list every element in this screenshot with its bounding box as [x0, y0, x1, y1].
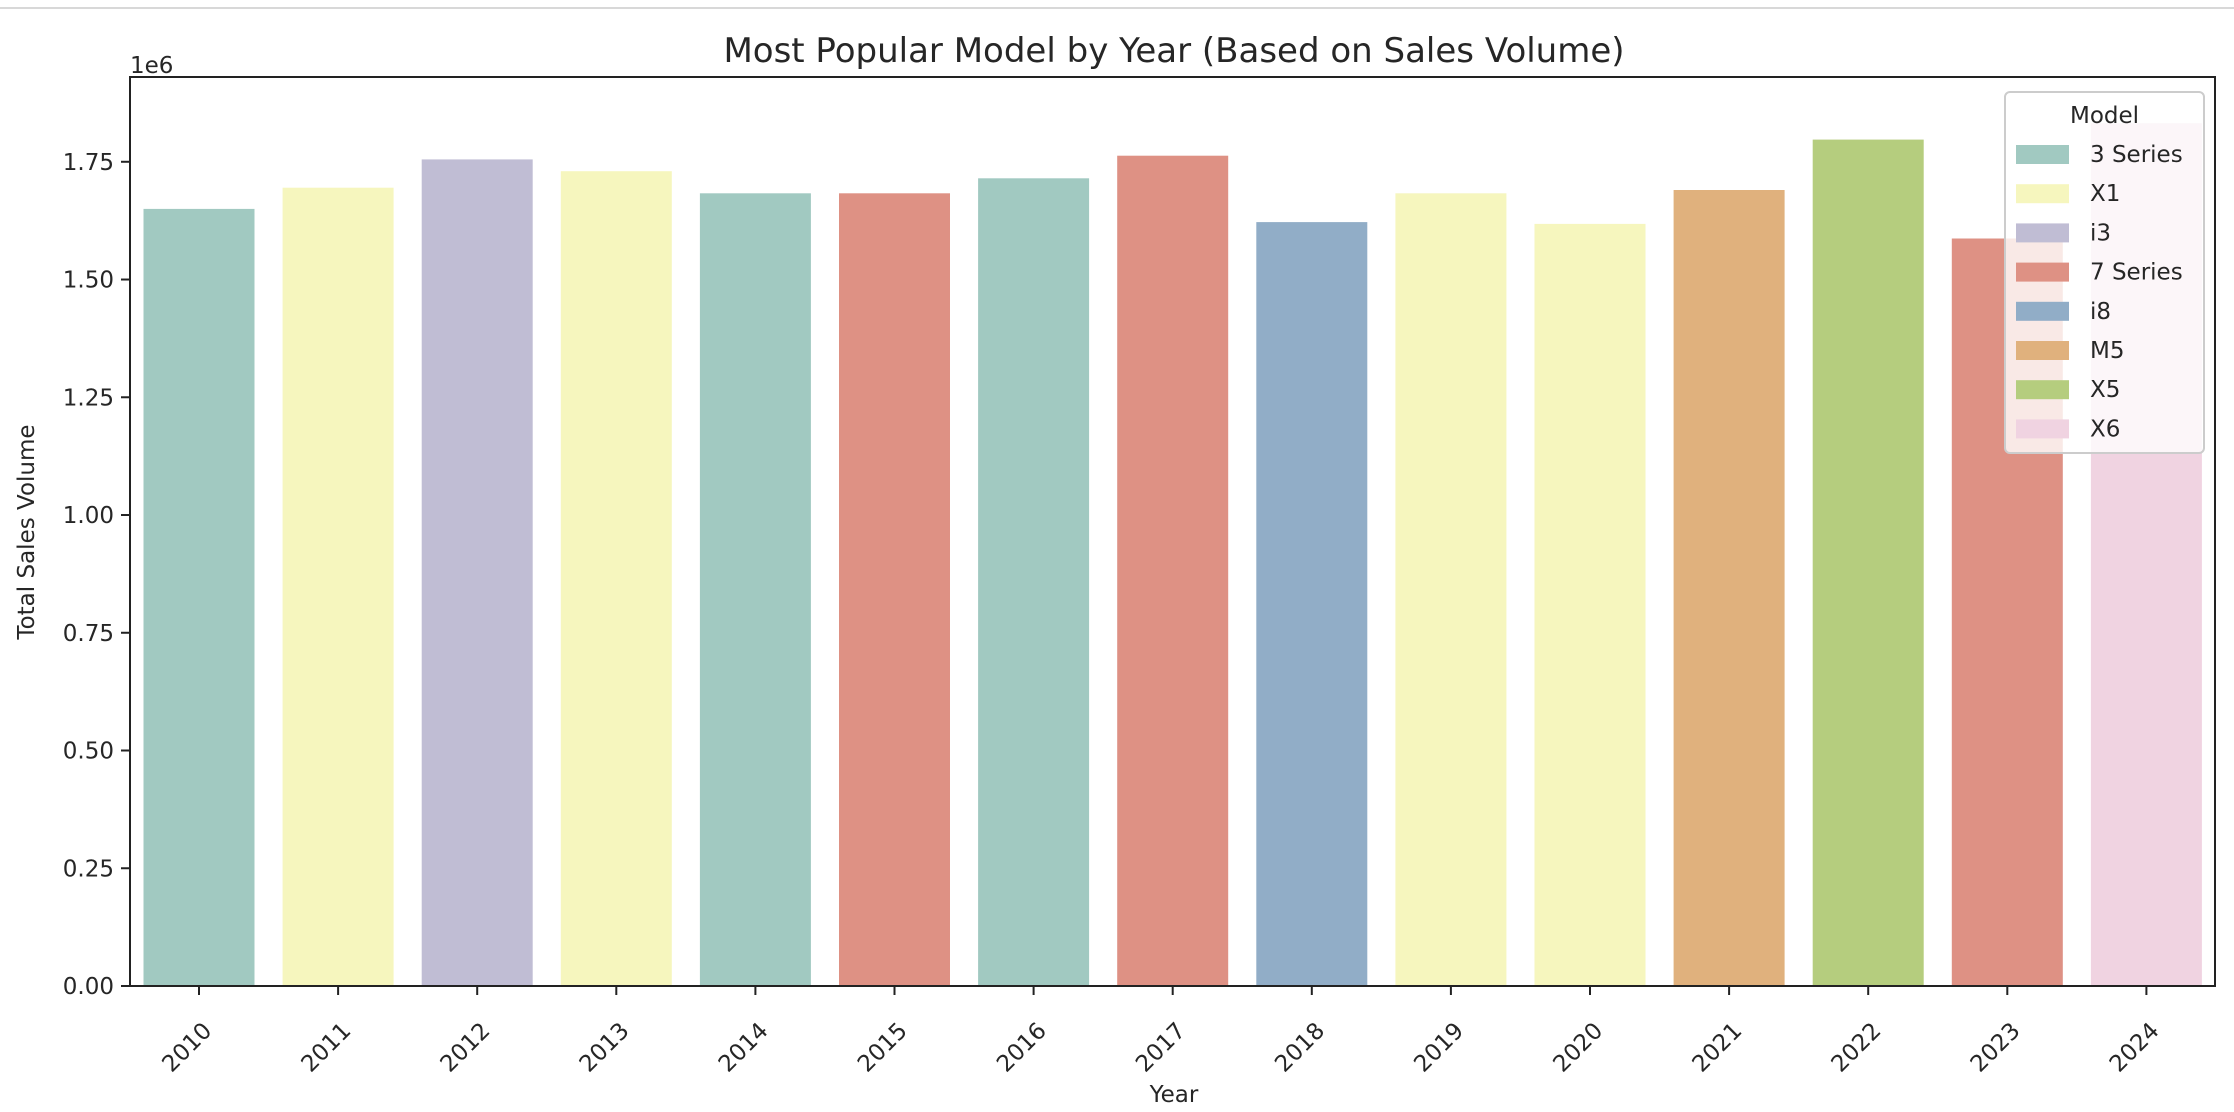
y-tick-label: 1.25 — [63, 385, 114, 411]
x-axis: 2010 2011 2012 2013 2014 2015 2016 2017 2018 2019… — [157, 986, 2165, 1078]
x-tick-label-2017: 2017 — [1131, 1018, 1191, 1078]
y-tick-label: 1.00 — [63, 503, 114, 529]
legend-label: i3 — [2090, 220, 2111, 246]
bar-2020 — [1534, 223, 1646, 986]
legend-title: Model — [2070, 103, 2139, 129]
x-tick-label-2024: 2024 — [2105, 1018, 2165, 1078]
bar-2011 — [282, 187, 394, 986]
legend-swatch — [2016, 301, 2069, 321]
legend-swatch — [2016, 419, 2069, 439]
x-tick-label-2016: 2016 — [992, 1018, 1052, 1078]
legend-label: X1 — [2090, 181, 2120, 207]
window-top-border — [0, 0, 2234, 9]
x-tick-label-2020: 2020 — [1548, 1018, 1608, 1078]
legend-swatch — [2016, 145, 2069, 164]
bar-2014 — [699, 193, 811, 987]
y-tick-label: 0.75 — [63, 621, 114, 647]
x-tick-label-2021: 2021 — [1688, 1018, 1748, 1078]
y-axis-label: Total Sales Volume — [14, 424, 40, 640]
legend-label: X5 — [2090, 377, 2120, 403]
y-tick-label: 1.50 — [63, 268, 114, 294]
x-tick-label-2022: 2022 — [1827, 1018, 1887, 1078]
bar-2021 — [1673, 190, 1785, 986]
legend-label: 7 Series — [2090, 260, 2183, 286]
y-tick-label: 0.25 — [63, 856, 114, 882]
y-tick-label: 0.50 — [63, 739, 114, 765]
legend-swatch — [2016, 223, 2069, 243]
x-tick-label-2013: 2013 — [575, 1018, 635, 1078]
bar-2013 — [560, 171, 672, 986]
bars-group — [143, 123, 2202, 987]
x-axis-label: Year — [1149, 1082, 1199, 1108]
bar-2022 — [1812, 139, 1924, 987]
bar-2010 — [143, 208, 255, 986]
bar-2012 — [421, 159, 533, 986]
legend-swatch — [2016, 380, 2069, 400]
chart-title: Most Popular Model by Year (Based on Sal… — [723, 31, 1624, 71]
bar-2015 — [839, 193, 950, 987]
y-axis: 0.00 0.25 0.50 0.75 1.00 1.25 1.50 1.75 — [63, 150, 130, 1000]
legend-label: M5 — [2090, 338, 2124, 364]
x-tick-label-2023: 2023 — [1966, 1018, 2026, 1078]
legend-label: 3 Series — [2090, 142, 2183, 168]
bar-2016 — [978, 178, 1090, 987]
x-tick-label-2011: 2011 — [297, 1018, 357, 1078]
legend-swatch — [2016, 262, 2069, 282]
bar-2017 — [1117, 155, 1229, 986]
x-tick-label-2019: 2019 — [1409, 1018, 1469, 1078]
legend-swatch — [2016, 184, 2069, 204]
x-tick-label-2018: 2018 — [1270, 1018, 1330, 1078]
legend-box — [2004, 91, 2205, 454]
y-axis-offset-label: 1e6 — [130, 53, 173, 79]
x-tick-label-2012: 2012 — [436, 1018, 496, 1078]
bar-2018 — [1256, 222, 1368, 987]
x-tick-label-2010: 2010 — [157, 1018, 217, 1078]
y-tick-label: 1.75 — [63, 150, 114, 176]
plot-frame — [129, 76, 2216, 987]
x-tick-label-2014: 2014 — [714, 1018, 774, 1078]
legend: Model 3 Series X1 i3 7 Series i8 M5 X5 X6 — [2004, 91, 2205, 454]
legend-label: i8 — [2090, 299, 2111, 325]
legend-label: X6 — [2090, 416, 2120, 442]
bar-2019 — [1395, 193, 1507, 987]
y-tick-label: 0.00 — [63, 974, 114, 1000]
legend-swatch — [2016, 341, 2069, 360]
x-tick-label-2015: 2015 — [853, 1018, 913, 1078]
